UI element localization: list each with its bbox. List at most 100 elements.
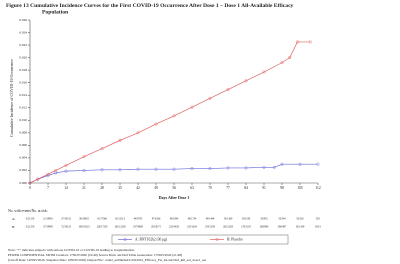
data-point	[208, 167, 212, 171]
data-point	[154, 122, 158, 126]
data-point	[295, 40, 299, 44]
x-tick-label: 21	[82, 186, 86, 190]
data-point	[244, 166, 248, 170]
risk-table-label: No. with events/No. at risk:	[8, 209, 48, 213]
risk-value: 250/1359	[205, 226, 216, 229]
risk-value: 187/9609	[133, 226, 144, 229]
x-tick-label: 98	[280, 186, 284, 190]
note: PFIZER CONFIDENTIAL SDTM Creation: 17NOV…	[8, 253, 182, 257]
legend-label: B: Placebo	[227, 237, 243, 241]
data-point	[208, 96, 212, 100]
y-tick-label: 0.020	[19, 55, 27, 59]
data-point	[28, 181, 32, 185]
risk-value: 128/17205	[96, 226, 108, 229]
data-point	[262, 70, 266, 74]
x-tick-label: 84	[244, 186, 248, 190]
legend-marker	[123, 237, 127, 241]
data-point	[136, 167, 140, 171]
data-point	[64, 163, 68, 167]
data-point	[54, 168, 58, 172]
data-point	[308, 40, 312, 44]
data-point	[36, 177, 40, 181]
risk-value: 235/1624	[187, 226, 198, 229]
x-tick-label: 0	[29, 186, 31, 190]
data-point	[136, 131, 140, 135]
risk-value: 21/19991	[43, 218, 54, 221]
risk-value: 205/6175	[151, 226, 162, 229]
risk-value: 303/1	[315, 226, 322, 229]
series-line	[29, 163, 318, 184]
risk-value: 37/19995	[43, 226, 54, 229]
y-tick-label: 0.000	[19, 181, 27, 185]
data-point	[100, 168, 104, 172]
risk-value: 49/1448	[206, 218, 215, 221]
x-tick-label: 42	[136, 186, 140, 190]
data-point	[262, 165, 266, 169]
data-point	[82, 168, 86, 172]
risk-value: 223/3428	[169, 226, 180, 229]
risk-value: 100/18523	[78, 226, 90, 229]
y-tick-label: 0.010	[19, 118, 27, 122]
legend-label: A: BNT162b2 (30 μg)	[135, 237, 168, 241]
risk-value: 41/17360	[97, 218, 108, 221]
y-tick-label: 0.004	[19, 156, 27, 160]
risk-value: 50/1369	[224, 218, 233, 221]
y-axis-label: Cumulative Incidence of COVID-19 Occurre…	[9, 59, 14, 137]
y-tick-label: 0.002	[19, 168, 27, 172]
risk-value: 50/933	[260, 218, 268, 221]
data-point	[244, 79, 248, 83]
risk-value: 50/1	[316, 218, 321, 221]
y-tick-label: 0.008	[19, 131, 27, 135]
legend-box	[111, 234, 289, 245]
risk-value: 162/12356	[114, 226, 126, 229]
x-tick-label: 28	[100, 186, 104, 190]
y-tick-label: 0.016	[19, 80, 27, 84]
data-point	[272, 165, 276, 169]
risk-value: 0/21258	[26, 226, 35, 229]
data-point	[100, 147, 104, 151]
risk-value: 0/21314	[26, 218, 35, 221]
risk-value: 50/544	[278, 218, 286, 221]
x-tick-label: 70	[208, 186, 212, 190]
y-tick-label: 0.014	[19, 93, 27, 97]
note: Note: "+" indicates subjects with seriou…	[8, 248, 135, 252]
risk-value: 37/19132	[61, 218, 72, 221]
risk-value: 44/9785	[134, 218, 143, 221]
x-tick-label: 14	[64, 186, 68, 190]
data-point	[288, 56, 292, 60]
risk-value: 50/216	[296, 218, 304, 221]
series-line	[29, 41, 311, 184]
y-tick-label: 0.018	[19, 68, 27, 72]
data-point	[118, 138, 122, 142]
risk-value: 278/1105	[241, 226, 251, 229]
risk-value: 42/12513	[115, 218, 126, 221]
chart-title: Figure 13 Cumulative Incidence Curves fo…	[6, 3, 294, 16]
data-point	[172, 114, 176, 118]
risk-value: 302/199	[296, 226, 305, 229]
data-point	[154, 167, 158, 171]
data-point	[226, 166, 230, 170]
y-tick-label: 0.012	[19, 106, 27, 110]
risk-row-name: A:	[12, 217, 15, 221]
x-axis-label: Days After Dose 1	[159, 195, 189, 200]
legend-marker	[215, 237, 219, 241]
risk-value: 47/6336	[152, 218, 161, 221]
data-point	[82, 155, 86, 159]
data-point	[190, 167, 194, 171]
risk-value: 39/18655	[79, 218, 90, 221]
y-tick-label: 0.026	[19, 18, 27, 22]
data-point	[316, 162, 320, 166]
y-tick-label: 0.024	[19, 30, 27, 34]
x-tick-label: 91	[262, 186, 266, 190]
risk-value: 296/497	[278, 226, 287, 229]
x-tick-label: 77	[226, 186, 230, 190]
risk-value: 50/1180	[242, 218, 251, 221]
x-tick-label: 63	[190, 186, 194, 190]
risk-value: 48/1734	[188, 218, 197, 221]
note: (Cutoff Date: 14NOV2020, Snapshot Date: …	[8, 258, 206, 263]
risk-value: 288/868	[260, 226, 269, 229]
data-point	[190, 105, 194, 109]
data-point	[46, 172, 50, 176]
data-point	[172, 167, 176, 171]
